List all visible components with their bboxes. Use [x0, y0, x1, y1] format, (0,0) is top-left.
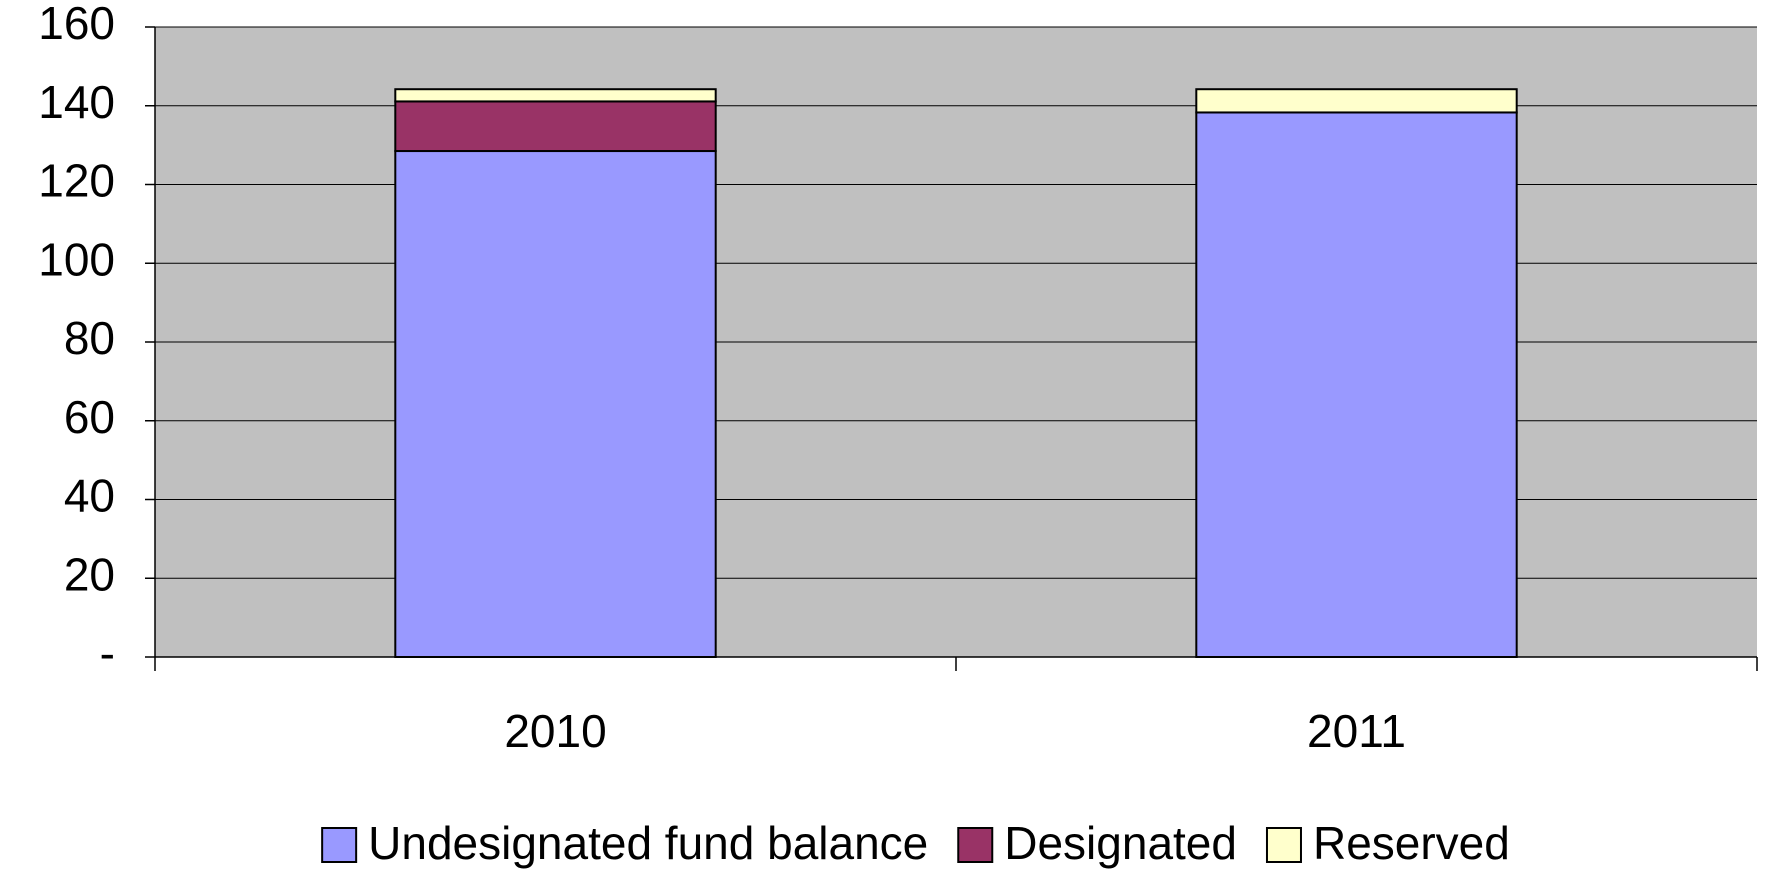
y-tick-label: 120: [38, 155, 115, 207]
y-tick-label: -: [100, 627, 115, 679]
x-tick-label: 2011: [1307, 705, 1406, 757]
legend-swatch: [1265, 827, 1302, 863]
y-tick-label: 140: [38, 76, 115, 128]
y-tick-label: 20: [64, 548, 115, 600]
bar-segment: [1195, 111, 1518, 659]
y-tick-label: 100: [38, 233, 115, 285]
legend-label: Designated: [1004, 817, 1237, 869]
x-tick-label: 2010: [504, 705, 606, 757]
bar-segment: [394, 88, 717, 103]
legend-swatch: [957, 827, 994, 863]
y-tick-label: 80: [64, 312, 115, 364]
bar-segment: [394, 100, 717, 153]
bar-segment: [1195, 88, 1518, 114]
legend-swatch: [321, 827, 358, 863]
bar-segment: [394, 150, 717, 658]
legend-label: Undesignated fund balance: [368, 817, 928, 869]
y-tick-label: 60: [64, 391, 115, 443]
legend-label: Reserved: [1313, 817, 1510, 869]
y-tick-label: 40: [64, 470, 115, 522]
y-tick-label: 160: [38, 0, 115, 49]
